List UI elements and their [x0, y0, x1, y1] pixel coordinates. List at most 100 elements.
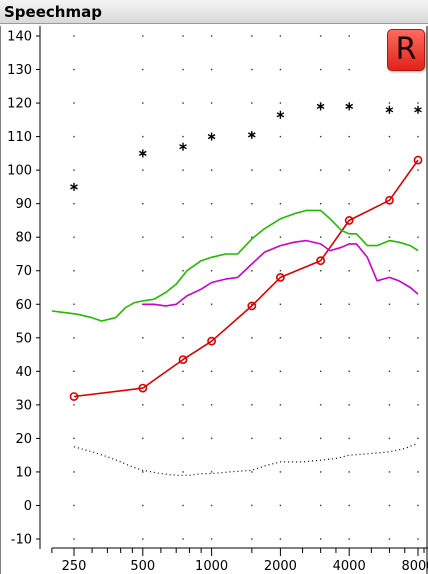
grid-dot: [348, 370, 350, 373]
grid-dot: [348, 236, 350, 238]
grid-dot: [388, 169, 391, 171]
grid-dot: [388, 471, 391, 473]
grid-dot: [251, 404, 253, 406]
grid-dot: [348, 471, 350, 473]
x-tick-label: 8000: [401, 559, 428, 574]
grid-dot: [251, 504, 253, 507]
series-line-2: [51, 209, 419, 322]
grid-dot: [142, 471, 144, 473]
grid-dot: [251, 68, 253, 71]
grid-dot: [319, 337, 322, 339]
grid-dot: [182, 169, 184, 171]
grid-dot: [182, 68, 184, 71]
series-point-asterisk: [276, 110, 285, 119]
grid-dot: [348, 270, 350, 272]
series-point-circle: [275, 273, 285, 282]
y-tick-label: 100: [7, 164, 32, 179]
y-tick-label: 10: [15, 465, 32, 480]
x-tick-label: 500: [130, 559, 155, 574]
grid-dot: [279, 102, 282, 104]
grid-dot: [251, 270, 253, 272]
grid-dot: [182, 538, 184, 540]
series-point-asterisk: [345, 102, 354, 111]
series-point-asterisk: [138, 149, 147, 158]
series-point-circle: [247, 301, 257, 311]
x-tick-label: 2000: [264, 559, 297, 574]
y-tick-label: 60: [15, 298, 32, 313]
y-tick-label: 110: [7, 130, 32, 145]
grid-dot: [142, 236, 144, 238]
grid-dot: [73, 270, 75, 272]
series-point-circle: [413, 155, 423, 165]
grid-dot: [251, 202, 253, 205]
grid-dot: [142, 35, 144, 37]
series-point-circle: [385, 195, 394, 205]
grid-dot: [182, 471, 184, 473]
y-tick-label: 120: [7, 97, 32, 112]
grid-dot: [73, 135, 75, 138]
grid-dot: [210, 370, 213, 373]
y-tick-label: 90: [15, 197, 32, 212]
grid-dot: [319, 35, 322, 37]
grid-dot: [251, 102, 253, 104]
grid-dot: [251, 337, 253, 339]
grid-dot: [142, 68, 144, 71]
y-tick-label: -10: [11, 533, 32, 548]
grid-dot: [210, 303, 213, 305]
right-ear-badge[interactable]: R: [387, 29, 425, 71]
grid-dot: [279, 471, 282, 473]
series-point-circle: [344, 216, 354, 225]
grid-dot: [279, 202, 282, 205]
y-tick-label: 30: [15, 398, 32, 413]
series-dotted-line-4: [73, 442, 419, 476]
grid-dot: [319, 270, 322, 272]
grid-dot: [73, 202, 75, 205]
grid-dot: [251, 35, 253, 37]
grid-dot: [417, 370, 419, 373]
grid-dot: [182, 437, 184, 440]
x-tick-label: 1000: [195, 559, 228, 574]
y-tick-label: 80: [15, 231, 32, 246]
grid-dot: [388, 270, 391, 272]
grid-dot: [182, 504, 184, 507]
grid-dot: [142, 202, 144, 205]
grid-dot: [210, 538, 213, 540]
grid-dot: [279, 303, 282, 305]
grid-dot: [417, 504, 419, 507]
grid-dot: [388, 303, 391, 305]
grid-dot: [210, 504, 213, 507]
grid-dot: [210, 102, 213, 104]
series-point-circle: [69, 392, 79, 401]
series-point-asterisk: [70, 182, 78, 191]
grid-dot: [319, 370, 322, 373]
grid-dot: [210, 202, 213, 205]
grid-dot: [182, 35, 184, 37]
grid-dot: [388, 236, 391, 238]
y-tick-label: 40: [15, 365, 32, 380]
grid-dot: [182, 102, 184, 104]
grid-dot: [388, 337, 391, 339]
grid-dot: [388, 370, 391, 373]
y-tick-label: 0: [24, 499, 32, 514]
grid-dot: [417, 102, 419, 104]
grid-dot: [417, 169, 419, 171]
grid-dot: [279, 504, 282, 507]
grid-dot: [210, 169, 213, 171]
grid-dot: [319, 471, 322, 473]
y-tick-label: 50: [15, 331, 32, 346]
grid-dot: [348, 404, 350, 406]
grid-dot: [319, 169, 322, 171]
grid-dot: [73, 504, 75, 507]
grid-dot: [319, 236, 322, 238]
series-point-asterisk: [179, 142, 187, 151]
grid-dot: [210, 471, 213, 473]
grid-dot: [210, 35, 213, 37]
grid-dot: [348, 35, 350, 37]
grid-dot: [279, 35, 282, 37]
grid-dot: [348, 504, 350, 507]
grid-dot: [251, 169, 253, 171]
y-tick-label: 140: [7, 30, 32, 45]
y-tick-label: 20: [15, 432, 32, 447]
grid-dot: [348, 437, 350, 440]
grid-dot: [210, 404, 213, 406]
